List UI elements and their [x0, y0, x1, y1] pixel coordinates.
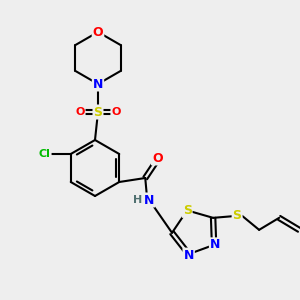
- Text: H: H: [133, 195, 142, 205]
- Text: O: O: [93, 26, 103, 38]
- Text: N: N: [184, 249, 194, 262]
- Text: S: S: [183, 204, 192, 217]
- Text: O: O: [152, 152, 163, 164]
- Text: N: N: [144, 194, 154, 206]
- Text: O: O: [111, 107, 121, 117]
- Text: O: O: [75, 107, 85, 117]
- Text: N: N: [93, 77, 103, 91]
- Text: S: S: [232, 209, 242, 222]
- Text: Cl: Cl: [39, 149, 51, 159]
- Text: N: N: [210, 238, 220, 251]
- Text: S: S: [94, 106, 103, 118]
